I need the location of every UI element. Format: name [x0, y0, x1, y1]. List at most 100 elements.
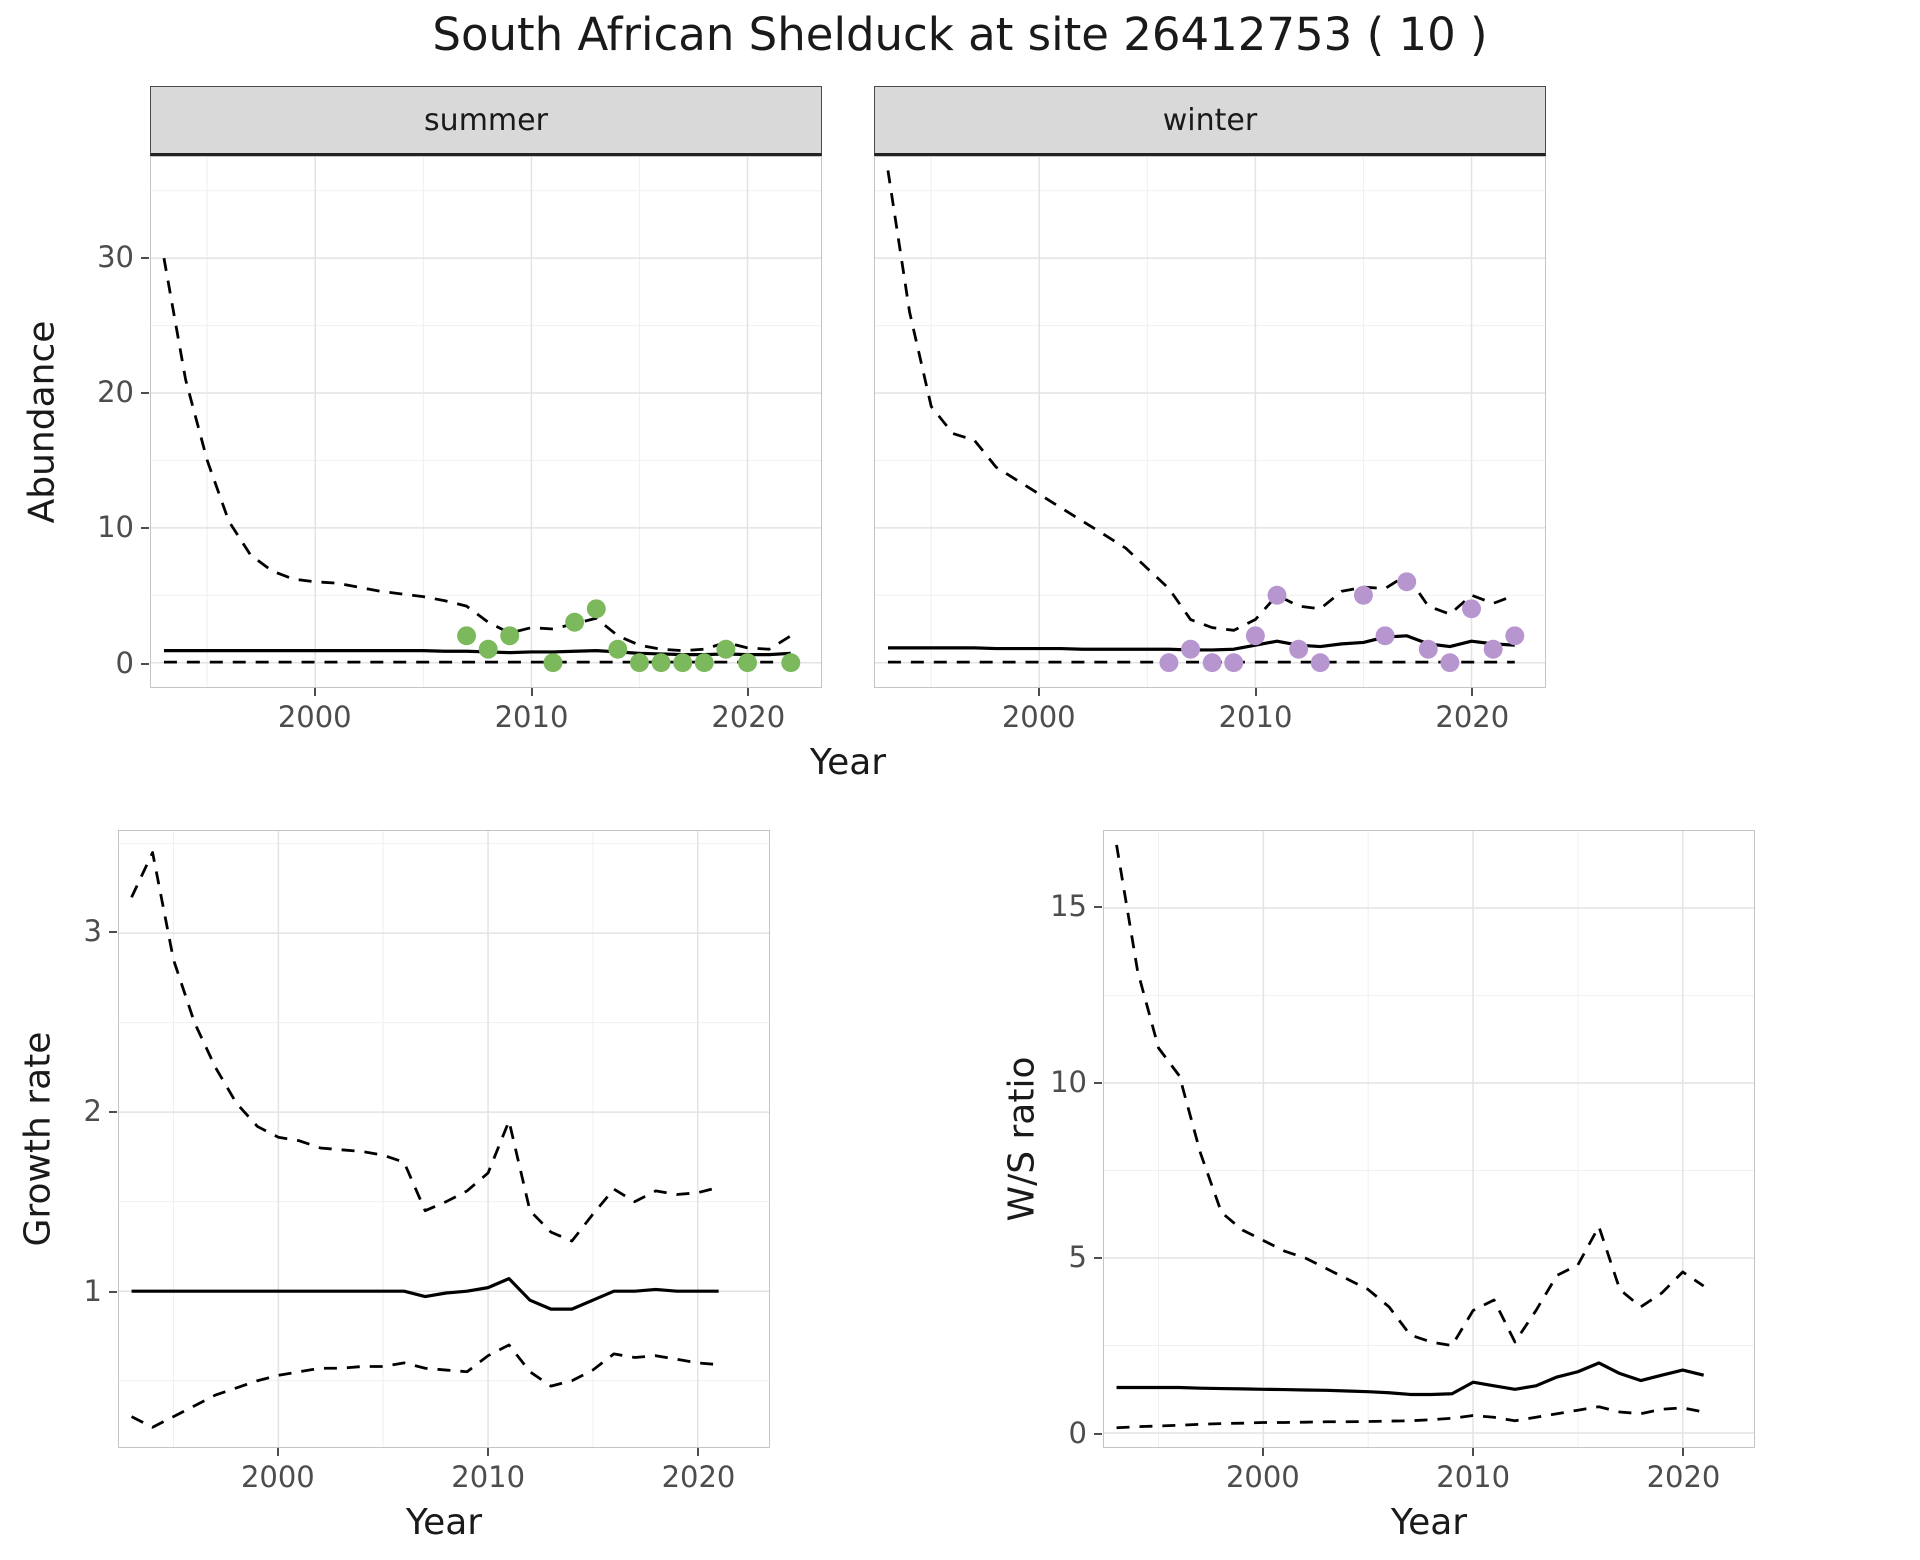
y-axis-tick-label: 15: [1050, 889, 1087, 924]
facet-strip-summer: summer: [150, 86, 822, 156]
x-axis-tick-label: 2020: [711, 700, 786, 734]
x-axis-tick: [276, 1448, 279, 1456]
observed-summer-counts-point: [738, 653, 757, 673]
x-axis-tick-label: 2000: [277, 700, 352, 734]
abundance-winter-panel: [874, 156, 1546, 688]
observed-winter-counts-point: [1483, 639, 1503, 659]
y-axis-tick: [1094, 1081, 1102, 1084]
observed-winter-counts-point: [1397, 572, 1417, 592]
top-x-axis-title: Year: [809, 742, 887, 783]
x-axis-tick-label: 2020: [1435, 700, 1510, 734]
y-axis-tick: [109, 1290, 117, 1293]
observed-winter-counts-point: [1202, 653, 1222, 673]
abundance-axis-title: Abundance: [21, 320, 63, 524]
y-axis-tick-label: 1: [83, 1273, 102, 1308]
observed-winter-counts-point: [1224, 653, 1244, 673]
ws-ratio-plot: [1104, 831, 1754, 1447]
observed-summer-counts-point: [565, 612, 585, 632]
observed-winter-counts-point: [1181, 639, 1201, 659]
growth-rate-panel: [118, 830, 770, 1448]
observed-summer-counts-point: [586, 599, 606, 619]
y-axis-tick: [109, 931, 117, 934]
x-axis-tick-label: 2000: [1001, 700, 1076, 734]
observed-winter-counts-point: [1353, 585, 1373, 605]
x-axis-tick-label: 2010: [451, 1460, 526, 1494]
observed-winter-counts-point: [1505, 626, 1525, 646]
observed-summer-counts-point: [694, 653, 714, 673]
abundance-summer-plot: [151, 157, 821, 687]
upper-credible-interval-line: [130, 851, 720, 1243]
x-axis-tick-label: 2000: [1225, 1460, 1300, 1494]
x-axis-tick-label: 2020: [1646, 1460, 1721, 1494]
y-axis-tick-label: 10: [1050, 1064, 1087, 1099]
lower-credible-interval-line: [130, 1343, 719, 1429]
facet-label-summer: summer: [424, 102, 548, 138]
y-axis-tick: [141, 391, 149, 394]
x-axis-tick: [1471, 688, 1474, 696]
median-line: [1116, 1361, 1705, 1397]
y-axis-tick: [141, 527, 149, 530]
y-axis-tick-label: 0: [115, 645, 134, 680]
lower-credible-interval-line: [1116, 1405, 1704, 1430]
y-axis-tick-label: 30: [97, 239, 134, 274]
observed-summer-counts-point: [608, 639, 628, 659]
x-axis-tick: [530, 688, 533, 696]
growth-x-axis-title: Year: [405, 1502, 483, 1543]
y-axis-tick-label: 5: [1068, 1240, 1087, 1275]
observed-summer-counts-point: [478, 639, 498, 659]
abundance-winter-plot: [875, 157, 1545, 687]
observed-winter-counts-point: [1462, 599, 1481, 619]
x-axis-tick-label: 2000: [240, 1460, 315, 1494]
y-axis-tick-label: 3: [83, 914, 102, 949]
y-axis-tick: [1094, 1257, 1102, 1260]
x-axis-tick: [1682, 1448, 1685, 1456]
x-axis-tick: [1261, 1448, 1264, 1456]
observed-summer-counts-point: [629, 653, 649, 673]
x-axis-tick-label: 2010: [1218, 700, 1293, 734]
observed-summer-counts-point: [543, 653, 563, 673]
x-axis-tick-label: 2010: [494, 700, 569, 734]
x-axis-tick-label: 2010: [1436, 1460, 1511, 1494]
y-axis-tick: [1094, 906, 1102, 909]
observed-winter-counts-point: [1159, 653, 1179, 673]
y-axis-tick: [141, 256, 149, 259]
x-axis-tick: [747, 688, 750, 696]
facet-label-winter: winter: [1162, 102, 1258, 138]
y-axis-tick: [1094, 1432, 1102, 1435]
observed-summer-counts-point: [781, 653, 801, 673]
observed-winter-counts-point: [1440, 653, 1460, 673]
observed-winter-counts-point: [1245, 626, 1265, 646]
abundance-summer-panel: [150, 156, 822, 688]
x-axis-tick: [697, 1448, 700, 1456]
observed-summer-counts-point: [457, 626, 477, 646]
observed-winter-counts-point: [1375, 626, 1395, 646]
observed-summer-counts-point: [500, 626, 520, 646]
y-axis-tick-label: 2: [83, 1094, 102, 1129]
growth-rate-plot: [119, 831, 769, 1447]
ws-x-axis-title: Year: [1390, 1502, 1468, 1543]
upper-credible-interval-line: [162, 257, 792, 653]
observed-summer-counts-point: [673, 653, 693, 673]
median-line: [887, 634, 1515, 652]
growth-rate-axis-title: Growth rate: [17, 1031, 59, 1247]
y-axis-tick-label: 20: [97, 374, 134, 409]
x-axis-tick: [313, 688, 316, 696]
chart-title: South African Shelduck at site 26412753 …: [432, 8, 1488, 61]
observed-summer-counts-point: [651, 653, 671, 673]
y-axis-tick-label: 10: [97, 510, 134, 545]
x-axis-tick: [1254, 688, 1257, 696]
ws-ratio-panel: [1103, 830, 1755, 1448]
x-axis-tick: [487, 1448, 490, 1456]
x-axis-tick: [1037, 688, 1040, 696]
y-axis-tick: [109, 1111, 117, 1114]
x-axis-tick-label: 2020: [661, 1460, 736, 1494]
observed-winter-counts-point: [1418, 639, 1438, 659]
observed-summer-counts-point: [716, 639, 736, 659]
upper-credible-interval-line: [1115, 844, 1705, 1347]
observed-winter-counts-point: [1267, 585, 1287, 605]
y-axis-tick: [141, 662, 149, 665]
observed-winter-counts-point: [1310, 653, 1330, 673]
x-axis-tick: [1472, 1448, 1475, 1456]
observed-winter-counts-point: [1289, 639, 1309, 659]
